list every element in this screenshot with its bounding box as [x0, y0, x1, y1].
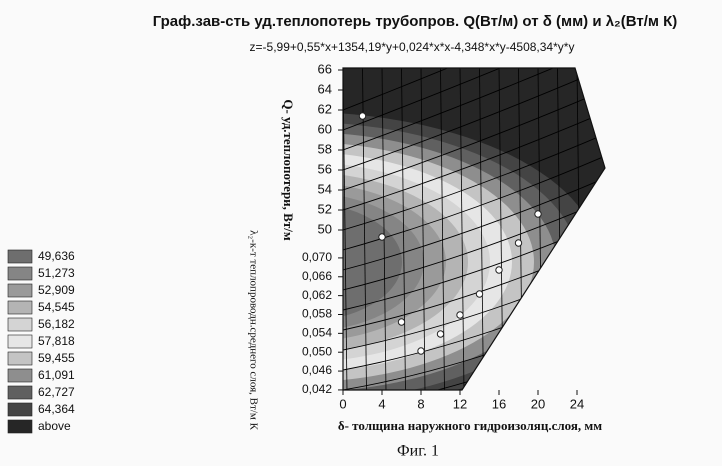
y-tick-label: 62	[318, 101, 332, 116]
y-tick-label: 56	[318, 161, 332, 176]
data-point	[398, 319, 404, 325]
chart-subtitle: z=-5,99+0,55*x+1354,19*y+0,024*x*x-4,348…	[250, 40, 575, 54]
y-tick-label: 58	[318, 141, 332, 156]
y-tick-label: 52	[318, 201, 332, 216]
x-tick-label: 20	[531, 396, 545, 411]
legend-swatch	[8, 386, 32, 399]
data-point	[496, 267, 502, 273]
data-point	[515, 240, 521, 246]
x-tick-label: 4	[378, 396, 385, 411]
legend-label: 54,545	[38, 300, 75, 314]
legend-label: 59,455	[38, 351, 75, 365]
legend-label: 62,727	[38, 385, 75, 399]
y2-tick-label: 0,046	[302, 363, 332, 377]
data-point	[437, 331, 443, 337]
y2-tick-label: 0,070	[302, 250, 332, 264]
x-tick-label: 0	[339, 396, 346, 411]
y2-axis-title: λ₂-к-т теплопроводн.среднего слоя, Вт/м …	[247, 230, 259, 430]
y-axis-title: Q- уд.теплопотери, Вт/м	[281, 99, 296, 241]
x-axis-title: δ- толщина наружного гидроизоляц.слоя, м…	[338, 418, 602, 433]
y2-tick-label: 0,042	[302, 382, 332, 396]
legend-label: 52,909	[38, 283, 75, 297]
legend-label: 64,364	[38, 402, 75, 416]
y2-tick-label: 0,062	[302, 288, 332, 302]
x-tick-label: 24	[570, 396, 584, 411]
page: Граф.зав-сть уд.теплопотерь трубопров. Q…	[0, 0, 722, 466]
y2-tick-label: 0,058	[302, 307, 332, 321]
legend-label: above	[38, 419, 71, 433]
legend-swatch	[8, 335, 32, 348]
legend-label: 51,273	[38, 266, 75, 280]
legend-swatch	[8, 318, 32, 331]
y2-tick-label: 0,066	[302, 269, 332, 283]
legend-swatch	[8, 301, 32, 314]
legend-swatch	[8, 250, 32, 263]
y-tick-label: 60	[318, 121, 332, 136]
caption: Фиг. 1	[397, 443, 439, 460]
y-tick-label: 54	[318, 181, 332, 196]
legend-label: 56,182	[38, 317, 75, 331]
legend-swatch	[8, 369, 32, 382]
legend-swatch	[8, 284, 32, 297]
chart: Граф.зав-сть уд.теплопотерь трубопров. Q…	[0, 0, 722, 466]
legend-swatch	[8, 420, 32, 433]
y-tick-label: 50	[318, 221, 332, 236]
x-tick-label: 16	[492, 396, 506, 411]
data-point	[457, 312, 463, 318]
data-point	[535, 211, 541, 217]
data-point	[359, 113, 365, 119]
data-point	[418, 348, 424, 354]
legend-swatch	[8, 267, 32, 280]
legend-swatch	[8, 352, 32, 365]
data-point	[379, 234, 385, 240]
legend-swatch	[8, 403, 32, 416]
legend-label: 49,636	[38, 249, 75, 263]
y2-tick-label: 0,054	[302, 326, 332, 340]
y-tick-label: 64	[318, 81, 332, 96]
data-point	[476, 291, 482, 297]
y2-tick-label: 0,050	[302, 344, 332, 358]
x-tick-label: 8	[417, 396, 424, 411]
x-tick-label: 12	[453, 396, 467, 411]
legend-label: 57,818	[38, 334, 75, 348]
legend-label: 61,091	[38, 368, 75, 382]
y-tick-label: 66	[318, 61, 332, 76]
chart-title: Граф.зав-сть уд.теплопотерь трубопров. Q…	[153, 13, 678, 30]
